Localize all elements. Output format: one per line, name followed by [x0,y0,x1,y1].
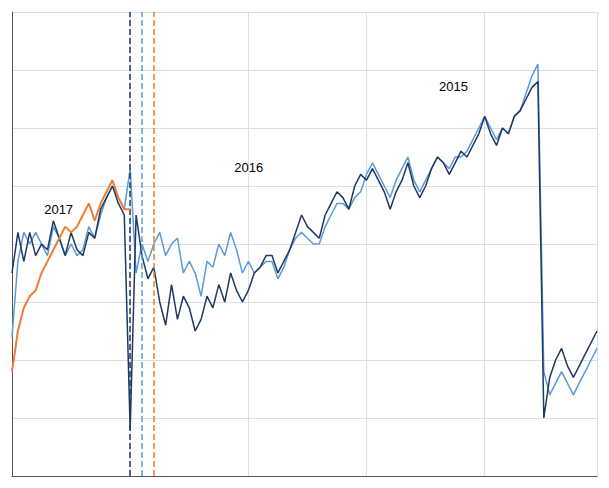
svg-text:2015: 2015 [439,79,468,94]
svg-text:2017: 2017 [44,202,73,217]
svg-text:2016: 2016 [234,160,263,175]
